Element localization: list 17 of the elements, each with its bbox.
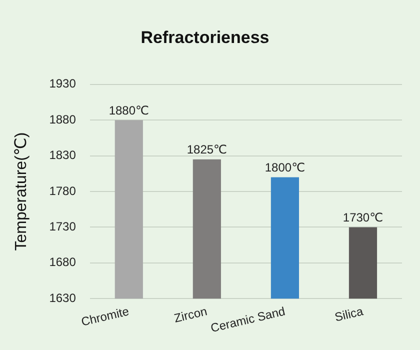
y-tick-label: 1830 [49,148,76,162]
x-tick-label: Ceramic Sand [209,304,286,336]
x-tick-label: Chromite [80,304,131,329]
y-tick-label: 1730 [49,220,76,234]
data-label: 1730℃ [342,210,384,225]
y-tick-label: 1930 [49,76,76,91]
data-label: 1825℃ [186,142,228,157]
chart-title: Refractorieness [140,28,270,47]
y-tick-label: 1780 [49,184,76,198]
y-tick-label: 1680 [49,255,76,270]
x-tick-label: Zircon [172,304,208,326]
data-label: 1800℃ [264,160,306,175]
x-tick-label: Silica [333,304,365,324]
y-tick-label: 1880 [49,112,76,126]
y-axis-title: Temperature(℃) [13,132,30,251]
data-label: 1880℃ [108,103,149,118]
y-tick-label: 1630 [49,290,76,305]
